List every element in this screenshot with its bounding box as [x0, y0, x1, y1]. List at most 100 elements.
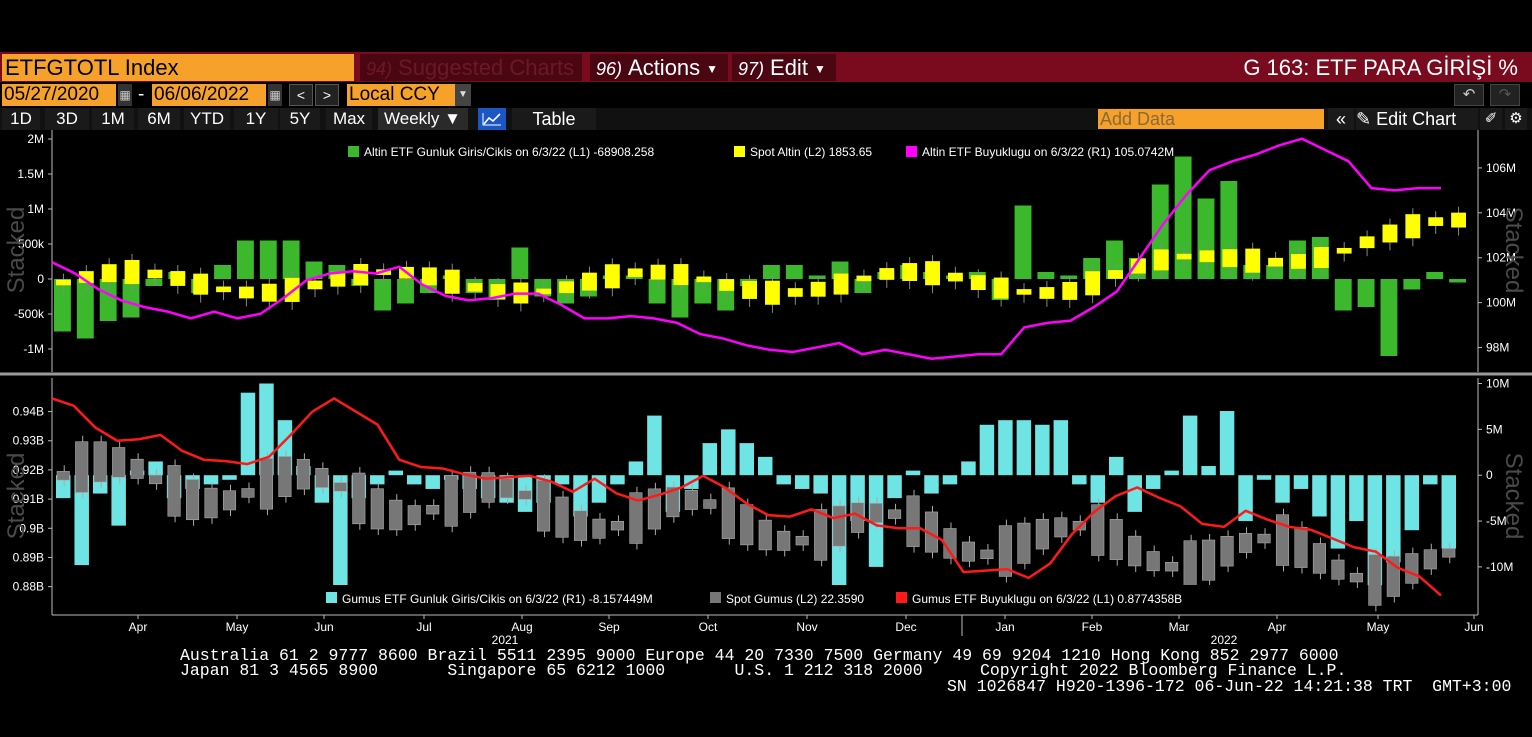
chart-area[interactable]: Altin ETF Gunluk Giris/Cikis on 6/3/22 (… — [0, 130, 1532, 650]
silver-flow-bar — [1109, 456, 1124, 476]
silver-spot-candle — [1202, 539, 1216, 581]
silver-spot-candle — [75, 441, 89, 493]
silver-flow-bar — [1423, 475, 1438, 485]
gold-spot-candle — [696, 276, 712, 283]
end-date-input[interactable]: 06/06/2022 — [152, 84, 266, 106]
lower-right-tick-label: 5M — [1486, 422, 1503, 436]
silver-spot-candle — [1220, 536, 1234, 567]
annotate-icon[interactable]: ✐ — [1480, 108, 1502, 130]
upper-left-tick-label: -500k — [14, 307, 45, 321]
silver-flow-bar — [739, 443, 754, 476]
caret-down-icon: ▼ — [706, 61, 719, 76]
undo-icon[interactable]: ↶ — [1454, 84, 1484, 106]
gold-spot-candle — [993, 277, 1009, 299]
silver-spot-candle — [629, 492, 643, 544]
upper-right-tick-label: 100M — [1486, 296, 1516, 310]
gold-flow-bar — [1426, 272, 1444, 279]
calendar-icon[interactable]: ▦ — [268, 84, 282, 106]
silver-spot-candle — [721, 487, 735, 539]
gold-spot-candle — [124, 259, 140, 285]
gold-spot-candle — [1176, 253, 1192, 260]
edit-chart-button[interactable]: ✎ Edit Chart — [1356, 108, 1478, 130]
period-select[interactable]: Weekly ▼ — [378, 108, 468, 130]
timeframe-1d[interactable]: 1D — [2, 108, 40, 130]
add-data-input[interactable]: Add Data — [1098, 109, 1324, 129]
silver-spot-candle — [1035, 518, 1049, 550]
gold-spot-candle — [1336, 247, 1352, 254]
silver-flow-bar — [333, 475, 348, 599]
silver-spot-candle — [795, 535, 809, 546]
silver-spot-candle — [592, 518, 606, 539]
currency-select[interactable]: Local CCY ▼ — [347, 84, 471, 106]
silver-spot-candle — [906, 495, 920, 547]
legend-swatch — [896, 592, 907, 603]
gold-spot-candle — [833, 273, 849, 295]
silver-spot-candle — [186, 479, 200, 521]
timeframe-1m[interactable]: 1M — [92, 108, 134, 130]
menu-label: Suggested Charts — [398, 55, 575, 80]
gold-flow-bar — [214, 265, 231, 279]
gold-flow-bar — [374, 279, 392, 311]
silver-spot-candle — [777, 530, 791, 551]
gold-flow-bar — [808, 275, 826, 279]
upper-right-tick-label: 98M — [1486, 341, 1509, 355]
timeframe-5y[interactable]: 5Y — [280, 108, 320, 130]
gold-etf-size-line — [51, 137, 1441, 361]
silver-spot-candle — [259, 458, 273, 510]
silver-flow-bar — [1219, 411, 1235, 476]
silver-flow-bar — [148, 461, 163, 476]
timeframe-3d[interactable]: 3D — [45, 108, 89, 130]
gold-spot-candle — [444, 269, 460, 294]
silver-spot-candle — [998, 525, 1012, 577]
gold-flow-bar — [1014, 205, 1032, 279]
gold-flow-bar — [1060, 275, 1078, 279]
silver-flow-bar — [1293, 475, 1309, 489]
timeframe-max[interactable]: Max — [326, 108, 372, 130]
gold-spot-candle — [421, 267, 437, 286]
silver-flow-bar — [1072, 475, 1087, 485]
collapse-chevron-icon[interactable]: « — [1328, 108, 1354, 130]
timeframe-ytd[interactable]: YTD — [184, 108, 230, 130]
suggested-charts-menu[interactable]: 94) Suggested Charts — [360, 54, 582, 81]
legend-swatch — [710, 592, 721, 603]
silver-spot-candle — [1146, 551, 1160, 572]
prev-arrow-icon[interactable]: < — [289, 84, 313, 106]
silver-flow-bar — [721, 429, 736, 476]
silver-spot-candle — [352, 472, 366, 525]
gold-spot-candle — [147, 269, 163, 279]
table-button[interactable]: Table — [512, 108, 596, 130]
silver-spot-candle — [112, 447, 126, 478]
gold-spot-candle — [216, 286, 231, 293]
gold-spot-candle — [1108, 270, 1123, 279]
silver-flow-bar — [388, 470, 403, 476]
calendar-icon[interactable]: ▦ — [118, 84, 132, 106]
gold-flow-bar — [648, 279, 666, 304]
silver-flow-bar — [407, 475, 422, 485]
silver-flow-bar — [1090, 475, 1105, 503]
silver-flow-bar — [1182, 415, 1198, 476]
gold-spot-candle — [78, 271, 94, 283]
line-chart-icon[interactable] — [478, 108, 506, 130]
legend-swatch — [326, 592, 337, 603]
silver-flow-bar — [702, 443, 718, 476]
silver-flow-bar — [240, 392, 256, 476]
gold-spot-candle — [1199, 250, 1215, 263]
lower-left-tick-label: 0.92B — [13, 463, 44, 477]
ticker-field[interactable]: ETFGTOTL Index — [2, 54, 354, 81]
gear-icon[interactable]: ⚙ — [1505, 108, 1527, 130]
silver-flow-bar — [628, 461, 644, 476]
gold-flow-bar — [1334, 279, 1352, 311]
silver-spot-candle — [500, 478, 514, 499]
silver-spot-candle — [1349, 572, 1363, 583]
timeframe-1y[interactable]: 1Y — [234, 108, 278, 130]
lower-left-tick-label: 0.89B — [13, 550, 44, 564]
silver-spot-candle — [407, 505, 421, 526]
silver-spot-candle — [315, 468, 329, 488]
edit-menu[interactable]: 97) Edit ▼ — [732, 54, 836, 81]
silver-flow-bar — [74, 475, 89, 566]
timeframe-6m[interactable]: 6M — [138, 108, 180, 130]
next-arrow-icon[interactable]: > — [315, 84, 339, 106]
redo-icon[interactable]: ↷ — [1490, 84, 1520, 106]
actions-menu[interactable]: 96) Actions ▼ — [590, 54, 728, 81]
start-date-input[interactable]: 05/27/2020 — [2, 84, 116, 106]
